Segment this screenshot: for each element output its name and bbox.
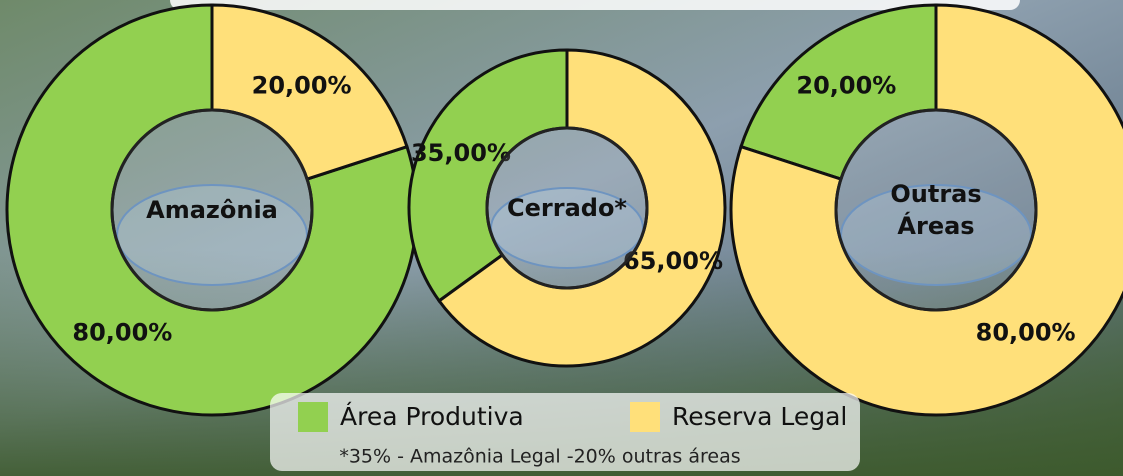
hole-glare [116, 184, 308, 286]
hole [110, 108, 314, 312]
hole [485, 126, 649, 290]
legend-swatch [298, 402, 328, 432]
value-label: 35,00% [411, 139, 511, 167]
hole-glare [840, 184, 1032, 286]
value-label: 20,00% [796, 72, 896, 100]
chart-title: Outras Áreas [890, 180, 982, 240]
legend-label: Reserva Legal [672, 402, 847, 431]
value-label: 65,00% [623, 247, 723, 275]
value-label: 80,00% [976, 318, 1076, 346]
legend-label: Área Produtiva [340, 402, 524, 431]
chart-title: Amazônia [146, 196, 278, 224]
footnote: *35% - Amazônia Legal -20% outras áreas [339, 446, 740, 468]
header-strip [170, 0, 1020, 10]
value-label: 20,00% [252, 72, 352, 100]
hole [834, 108, 1038, 312]
chart-title: Cerrado* [507, 194, 627, 222]
legend-box [270, 393, 860, 471]
value-label: 80,00% [72, 318, 172, 346]
legend-swatch [630, 402, 660, 432]
